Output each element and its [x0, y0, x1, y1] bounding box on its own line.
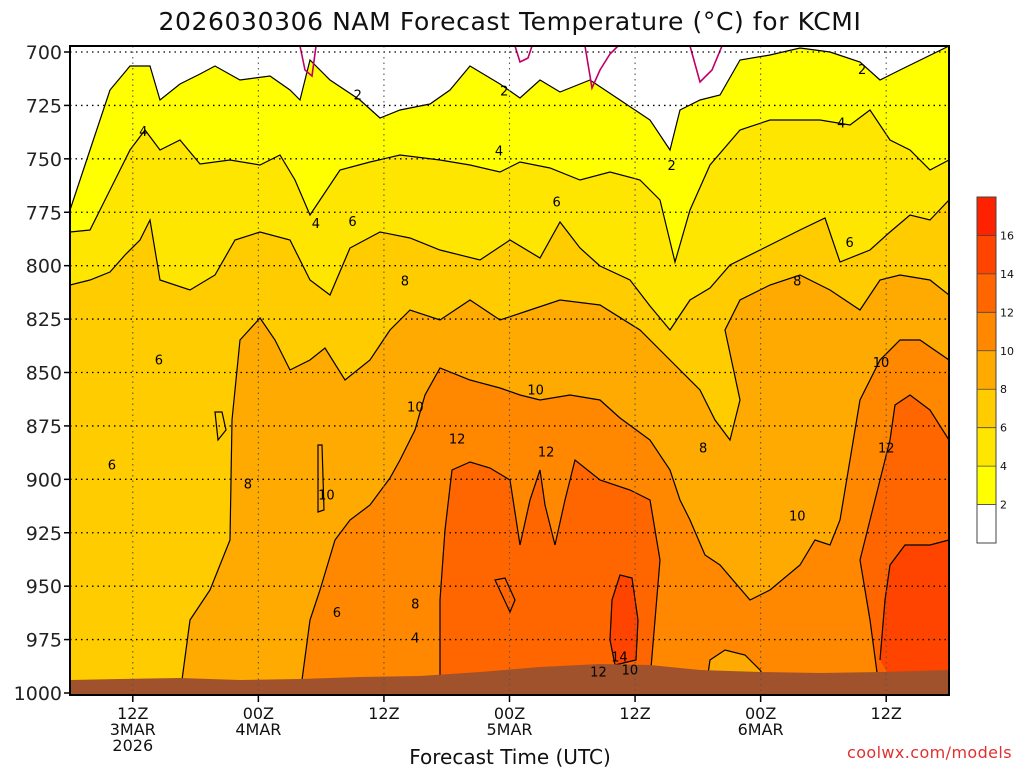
contour-label: 10	[407, 401, 424, 416]
contour-label: 2	[354, 89, 362, 104]
x-tick-label: 00Z	[745, 704, 776, 723]
y-tick-label: 750	[26, 149, 62, 171]
contour-labels: 2 2 2 2 4 4 4 4 4 6 6 6 6 6 6 8 8 8 8 8 10 10 10 10 10 10 12 12 12 12…	[108, 63, 895, 681]
y-tick-label: 800	[26, 256, 62, 278]
contour-label: 2	[858, 63, 866, 78]
colorbar-frame	[976, 196, 997, 544]
contour-label: 4	[411, 631, 419, 646]
x-tick-label: 3MAR	[110, 720, 156, 739]
contour-label: 6	[845, 236, 853, 251]
contour-label: 10	[789, 510, 806, 525]
contour-label: 6	[155, 354, 163, 369]
colorbar-label: 6	[1000, 422, 1007, 435]
contour-label: 6	[108, 458, 116, 473]
contour-label: 4	[312, 217, 320, 232]
x-tick-label: 6MAR	[738, 720, 784, 739]
y-tick-label: 975	[26, 630, 62, 652]
y-tick-label: 925	[26, 523, 62, 545]
colorbar-label: 2	[1000, 499, 1007, 512]
x-axis-title: Forecast Time (UTC)	[409, 745, 611, 768]
chart-title: 2026030306 NAM Forecast Temperature (°C)…	[159, 7, 862, 36]
contour-label: 2	[668, 159, 676, 174]
colorbar-swatch	[977, 273, 996, 313]
x-tick-label: 12Z	[368, 704, 399, 723]
contour-label: 10	[318, 488, 335, 503]
colorbar-swatch	[977, 350, 996, 390]
zero-degree-contour	[299, 46, 723, 91]
y-tick-label: 875	[26, 416, 62, 438]
colorbar-label: 10	[1000, 345, 1014, 358]
x-tick-label: 00Z	[494, 704, 525, 723]
contour-label: 12	[538, 446, 555, 461]
x-tick-label: 4MAR	[235, 720, 281, 739]
contour-label: 8	[401, 275, 409, 290]
contour-label: 6	[348, 215, 356, 230]
colorbar-swatch	[977, 466, 996, 505]
y-tick-label: 1000	[14, 683, 62, 705]
x-tick-label: 12Z	[117, 704, 148, 723]
colorbar-label: 16	[1000, 229, 1014, 242]
y-tick-label: 825	[26, 309, 62, 331]
colorbar-label: 4	[1000, 460, 1007, 473]
contour-label: 8	[244, 478, 252, 493]
colorbar: 2 4 6 8 10 12 14 16	[976, 196, 1014, 544]
y-tick-label: 725	[26, 95, 62, 117]
y-axis-ticks: 700 725 750 775 800 825 850 875 900 925 950 975 1000	[14, 42, 70, 705]
contour-label: 12	[590, 666, 607, 681]
colorbar-swatch	[977, 235, 996, 274]
colorbar-swatch	[977, 197, 996, 236]
contour-label: 10	[527, 384, 544, 399]
x-tick-label: 5MAR	[486, 720, 532, 739]
contour-label: 6	[552, 196, 560, 211]
colorbar-label: 14	[1000, 268, 1014, 281]
y-tick-label: 850	[26, 363, 62, 385]
contour-label: 6	[333, 606, 341, 621]
x-tick-label: 12Z	[871, 704, 902, 723]
contour-label: 8	[411, 597, 419, 612]
y-tick-label: 950	[26, 576, 62, 598]
contour-label: 8	[699, 441, 707, 456]
y-tick-label: 700	[26, 42, 62, 64]
band-12-14	[440, 395, 949, 695]
colorbar-label: 8	[1000, 383, 1007, 396]
y-tick-label: 775	[26, 202, 62, 224]
colorbar-swatch	[977, 504, 996, 543]
x-tick-label: 2026	[112, 736, 153, 755]
contour-label: 2	[500, 84, 508, 99]
contour-label: 4	[495, 144, 503, 159]
grid	[70, 46, 949, 695]
y-tick-label: 900	[26, 469, 62, 491]
colorbar-swatch	[977, 312, 996, 351]
contour-label: 4	[837, 117, 845, 132]
contour-label: 8	[793, 275, 801, 290]
colorbar-swatch	[977, 389, 996, 428]
contour-label: 14	[611, 651, 628, 666]
contour-label: 10	[873, 356, 890, 371]
colorbar-swatch	[977, 427, 996, 467]
credit-text: coolwx.com/models	[847, 743, 1012, 762]
contour-label: 10	[622, 663, 639, 678]
colorbar-label: 12	[1000, 306, 1014, 319]
x-tick-label: 12Z	[619, 704, 650, 723]
contour-label: 12	[878, 441, 895, 456]
x-tick-label: 00Z	[243, 704, 274, 723]
contour-label: 4	[139, 125, 147, 140]
contour-label: 12	[449, 433, 466, 448]
